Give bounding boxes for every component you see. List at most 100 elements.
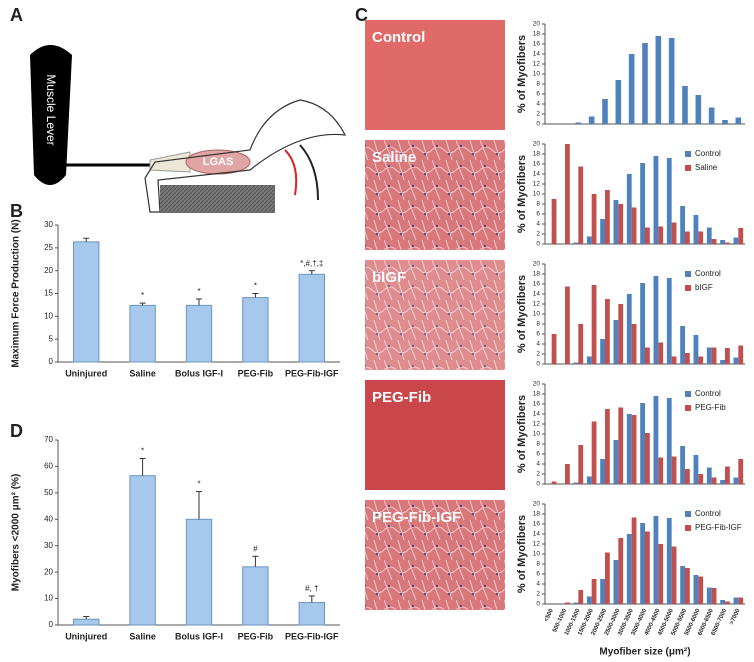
- bar: [706, 587, 712, 604]
- y-tick-label: 16: [533, 161, 541, 168]
- y-tick-label: 18: [533, 31, 541, 38]
- bar: [698, 576, 704, 604]
- micrograph-label: bIGF: [372, 269, 406, 286]
- bar: [640, 403, 645, 484]
- bar: [658, 226, 664, 244]
- bar: [685, 353, 690, 364]
- y-tick-label: 14: [533, 291, 541, 298]
- y-tick-label: 14: [533, 171, 541, 178]
- y-tick-label: 10: [533, 311, 541, 318]
- bar: [725, 348, 730, 364]
- bar: [720, 240, 725, 244]
- bar: [565, 464, 570, 484]
- micrograph: [365, 380, 505, 490]
- x-tick-label: Saline: [129, 368, 156, 378]
- bar: [738, 228, 744, 244]
- bar: [613, 440, 619, 484]
- y-tick-label: 15: [44, 289, 53, 298]
- bar: [671, 356, 677, 364]
- bar: [298, 273, 325, 363]
- bar: [600, 579, 605, 604]
- bar: [613, 560, 619, 604]
- y-tick-label: 10: [44, 311, 53, 320]
- bar: [618, 204, 624, 244]
- bar: [578, 166, 584, 244]
- bar: [706, 467, 712, 484]
- micrograph: [365, 260, 505, 370]
- bar: [725, 242, 730, 244]
- bar: [642, 43, 648, 124]
- y-tick-label: 20: [533, 141, 541, 148]
- bar: [185, 304, 213, 363]
- significance-label: *: [141, 291, 144, 300]
- y-tick-label: 20: [44, 266, 53, 275]
- y-axis-title: % of Myofibers: [516, 275, 528, 353]
- legend-swatch: [685, 285, 691, 291]
- y-tick-label: 10: [533, 191, 541, 198]
- y-tick-label: 6: [536, 571, 540, 578]
- y-axis-title: Maximum Force Production (N): [11, 219, 22, 367]
- y-tick-label: 4: [536, 221, 540, 228]
- y-tick-label: 16: [533, 401, 541, 408]
- bar: [573, 242, 579, 244]
- bar: [588, 116, 595, 124]
- electrode: [299, 144, 319, 201]
- bar: [573, 362, 579, 364]
- y-tick-label: 25: [44, 243, 53, 252]
- bar: [725, 601, 730, 604]
- bar: [578, 445, 584, 484]
- y-tick-label: 14: [533, 51, 541, 58]
- micrograph-label: Control: [372, 29, 425, 46]
- bar: [645, 227, 650, 244]
- x-tick-label: Uninjured: [65, 368, 107, 378]
- bar: [575, 122, 582, 124]
- y-tick-label: 70: [44, 435, 53, 444]
- bar: [565, 144, 570, 244]
- bar: [738, 345, 744, 364]
- bar: [685, 231, 690, 244]
- x-tick-label: Saline: [129, 631, 156, 641]
- bar: [645, 433, 650, 484]
- y-tick-label: 12: [533, 301, 541, 308]
- bar: [666, 158, 672, 244]
- y-tick-label: 8: [536, 441, 540, 448]
- bar: [720, 360, 725, 364]
- y-tick-label: 16: [533, 281, 541, 288]
- y-tick-label: 0: [536, 241, 540, 248]
- bar: [618, 304, 624, 364]
- bar: [586, 596, 592, 604]
- bar: [600, 459, 605, 484]
- bar: [645, 347, 650, 364]
- bar: [680, 326, 685, 364]
- x-tick-label: >7000: [729, 607, 742, 625]
- y-tick-label: 40: [44, 514, 53, 523]
- y-tick-label: 20: [533, 381, 541, 388]
- y-tick-label: 0: [536, 481, 540, 488]
- bar: [640, 163, 645, 244]
- bar: [706, 227, 712, 244]
- legend-swatch: [685, 525, 691, 531]
- y-tick-label: 4: [536, 461, 540, 468]
- bar: [720, 600, 725, 604]
- bar: [551, 334, 557, 364]
- y-tick-label: 30: [44, 220, 53, 229]
- legend-swatch: [685, 151, 691, 157]
- x-axis-title: Myofiber size (μm²): [599, 647, 690, 658]
- bar: [242, 297, 269, 363]
- y-axis-title: % of Myofibers: [516, 395, 528, 473]
- y-tick-label: 14: [533, 531, 541, 538]
- bar: [671, 546, 677, 604]
- y-tick-label: 6: [536, 91, 540, 98]
- y-tick-label: 2: [536, 111, 540, 118]
- y-tick-label: 16: [533, 41, 541, 48]
- bar: [653, 156, 659, 244]
- bar: [671, 222, 677, 244]
- y-tick-label: 20: [533, 21, 541, 28]
- x-tick-label: PEG-Fib-IGF: [285, 368, 339, 378]
- bar: [725, 466, 730, 484]
- y-tick-label: 16: [533, 521, 541, 528]
- bar: [586, 356, 592, 364]
- legend-label: PEG-Fib-IGF: [695, 523, 742, 532]
- bar: [605, 409, 610, 484]
